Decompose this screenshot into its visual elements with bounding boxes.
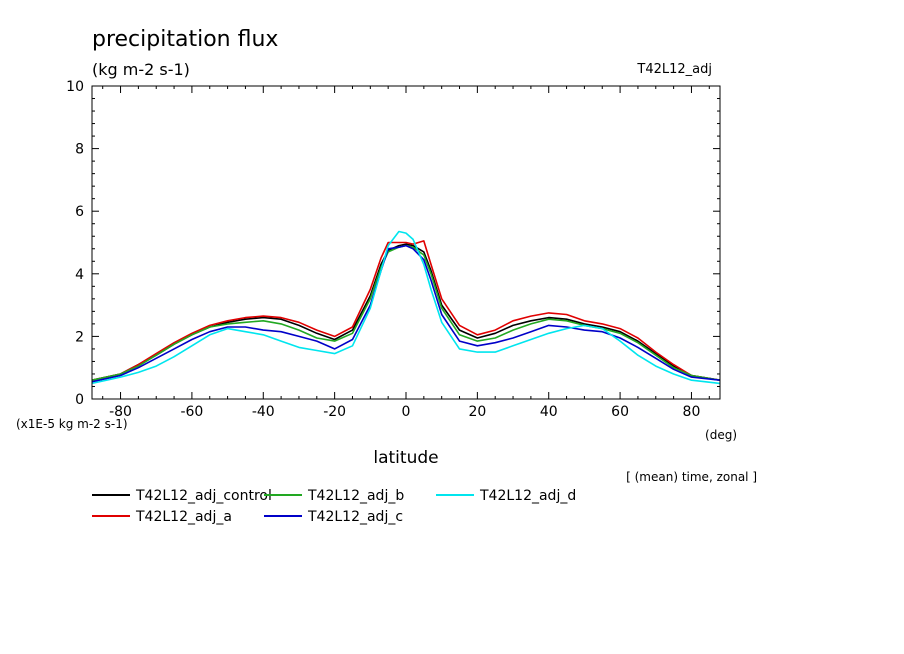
series-line-5 xyxy=(91,230,721,385)
x-tick-label: -80 xyxy=(109,404,132,420)
x-unit: (deg) xyxy=(705,428,737,442)
run-label: T42L12_adj xyxy=(636,62,712,77)
y-tick-label: 8 xyxy=(75,142,84,158)
tick-layer: -80 -60 -40 -20 0 20 40 60 80 0 2 4 6 8 10 xyxy=(66,79,720,420)
legend-label: T42L12_adj_b xyxy=(307,488,404,504)
y-tick-label: 0 xyxy=(75,392,84,408)
series-line-3 xyxy=(91,244,721,381)
y-tick-label: 4 xyxy=(75,267,84,283)
x-tick-label: 60 xyxy=(611,404,629,420)
x-tick-label: 80 xyxy=(683,404,701,420)
series-line-2 xyxy=(91,240,721,381)
y-tick-label: 6 xyxy=(75,204,84,220)
x-tick-label: 0 xyxy=(402,404,411,420)
legend-label: T42L12_adj_d xyxy=(479,488,576,504)
averaging-note: [ (mean) time, zonal ] xyxy=(626,470,757,484)
chart-units: (kg m-2 s-1) xyxy=(92,60,190,79)
x-tick-label: 20 xyxy=(468,404,486,420)
x-tick-label: 40 xyxy=(540,404,558,420)
y-scale-note: (x1E-5 kg m-2 s-1) xyxy=(16,417,128,431)
legend-label: T42L12_adj_control xyxy=(135,488,272,504)
x-tick-label: -20 xyxy=(323,404,346,420)
x-tick-label: -60 xyxy=(180,404,203,420)
chart-title: precipitation flux xyxy=(92,27,278,52)
series-line-1 xyxy=(91,243,721,381)
x-tick-label: -40 xyxy=(252,404,275,420)
x-axis-label: latitude xyxy=(373,448,438,468)
series-line-4 xyxy=(91,244,721,383)
y-tick-label: 2 xyxy=(75,329,84,345)
series-layer xyxy=(91,230,721,385)
legend-label: T42L12_adj_a xyxy=(135,509,232,525)
y-tick-label: 10 xyxy=(66,79,84,95)
legend-label: T42L12_adj_c xyxy=(307,509,403,525)
legend: T42L12_adj_control T42L12_adj_a T42L12_adj… xyxy=(92,488,576,525)
